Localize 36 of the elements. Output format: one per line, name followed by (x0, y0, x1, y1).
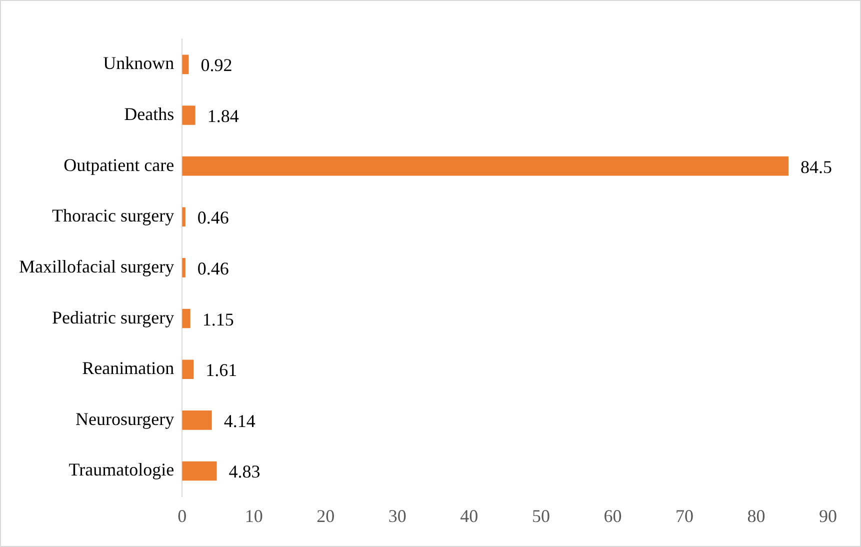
bar (182, 207, 186, 227)
x-tick-label: 40 (460, 506, 478, 526)
data-label: 0.92 (200, 55, 232, 76)
data-label: 4.14 (224, 410, 256, 431)
y-tick-label: Outpatient care (64, 154, 174, 175)
bar (182, 106, 196, 125)
y-tick-label: Deaths (124, 104, 174, 124)
bar (182, 308, 190, 328)
bar (182, 410, 212, 430)
data-label: 0.46 (197, 258, 229, 278)
bar (182, 461, 217, 481)
x-tick-label: 10 (244, 506, 263, 526)
x-tick-label: 90 (819, 506, 837, 526)
x-tick-label: 30 (388, 506, 406, 526)
y-tick-label: Traumatologie (68, 460, 174, 480)
data-label: 0.46 (197, 208, 229, 228)
y-tick-label: Reanimation (82, 358, 174, 378)
data-label: 4.83 (228, 462, 260, 482)
y-tick-label: Neurosurgery (75, 408, 174, 429)
bar (182, 258, 186, 278)
y-tick-label: Thoracic surgery (52, 206, 174, 226)
bar (182, 360, 194, 379)
x-tick-label: 60 (604, 506, 622, 526)
data-label: 84.5 (800, 156, 832, 177)
y-tick-label: Unknown (103, 53, 174, 74)
x-tick-label: 20 (316, 506, 335, 526)
data-label: 1.15 (202, 309, 234, 330)
data-label: 1.84 (207, 106, 239, 126)
y-tick-label: Pediatric surgery (52, 307, 174, 328)
bar (182, 156, 789, 176)
x-tick-label: 0 (178, 506, 187, 526)
data-label: 1.61 (206, 360, 238, 380)
x-tick-label: 50 (532, 506, 550, 526)
y-tick-label: Maxillofacial surgery (18, 256, 174, 276)
x-tick-label: 70 (675, 506, 694, 526)
x-tick-label: 80 (747, 506, 766, 526)
